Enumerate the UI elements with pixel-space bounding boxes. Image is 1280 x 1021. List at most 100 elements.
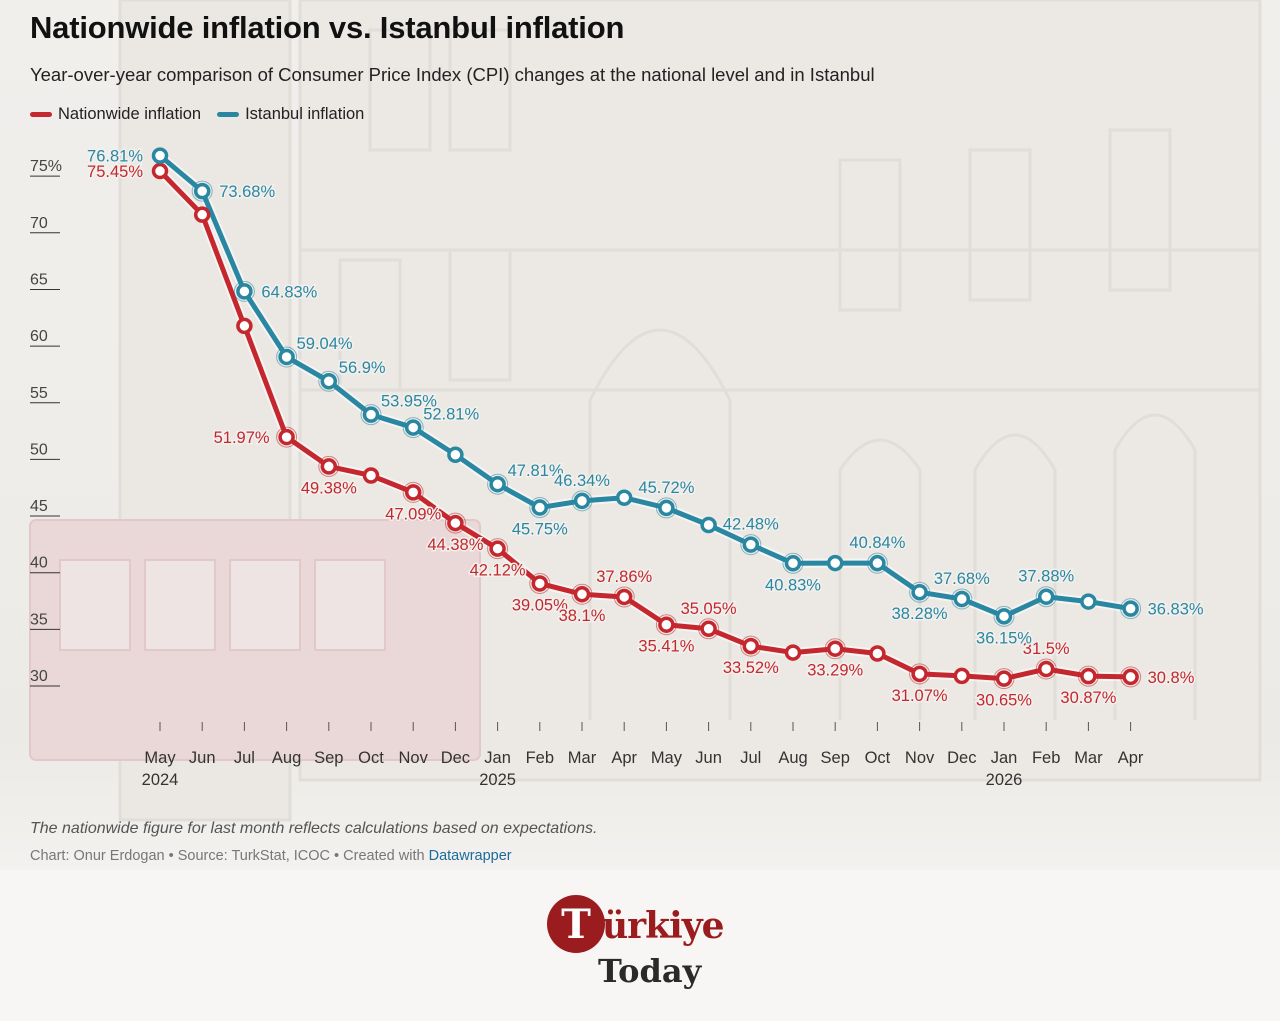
data-point-istanbul[interactable] [658,499,675,517]
data-label-istanbul: 45.72% [638,479,694,497]
data-point-nationwide[interactable] [151,162,169,180]
data-point-istanbul[interactable] [700,516,717,534]
data-label-istanbul: 42.48% [723,516,779,534]
data-point-istanbul[interactable] [826,554,844,572]
data-point-nationwide[interactable] [1122,668,1139,686]
data-point-istanbul[interactable] [404,419,422,436]
credits-text: Chart: Onur Erdogan • Source: TurkStat, … [30,848,429,864]
data-label-istanbul: 37.68% [934,570,990,588]
point-halo-nationwide [613,586,635,608]
data-label-istanbul: 36.83% [1148,601,1204,619]
data-label-istanbul: 53.95% [381,393,437,411]
point-halo-istanbul [276,346,298,368]
point-halo-nationwide [402,481,424,503]
data-point-istanbul[interactable] [573,492,591,510]
data-label-nationwide: 31.5% [1023,640,1070,658]
data-point-nationwide[interactable] [362,467,380,484]
data-point-istanbul[interactable] [615,489,633,506]
legend: Nationwide inflation Istanbul inflation [30,105,364,124]
point-halo-nationwide [1035,658,1057,680]
data-point-istanbul[interactable] [531,499,549,516]
x-tick-label: Feb [1032,749,1060,767]
y-tick-label: 40 [30,555,48,572]
data-label-nationwide: 38.1% [559,607,606,625]
data-point-istanbul[interactable] [447,446,464,464]
data-label-nationwide: 42.12% [470,562,526,580]
data-label-nationwide: 49.38% [301,479,357,497]
series-line-halo-istanbul [157,152,1132,621]
x-tick-label: May [651,749,683,767]
point-halo-istanbul [318,370,340,392]
credits: Chart: Onur Erdogan • Source: TurkStat, … [30,848,512,864]
data-point-istanbul[interactable] [1122,600,1139,617]
x-tick-label: May [144,749,176,767]
datawrapper-link[interactable]: Datawrapper [428,848,512,864]
data-label-istanbul: 47.81% [508,462,564,480]
footnote: The nationwide figure for last month ref… [30,820,598,837]
y-axis: 30 35 40 45 50 55 60 65 70 75% [30,158,62,687]
data-label-istanbul: 73.68% [219,183,275,201]
data-label-istanbul: 40.83% [765,576,821,594]
data-point-nationwide[interactable] [1080,667,1097,685]
data-point-nationwide[interactable] [236,317,253,335]
point-halo-istanbul [909,581,931,603]
data-point-nationwide[interactable] [531,575,549,592]
data-point-istanbul[interactable] [784,555,802,572]
x-tick-label: Mar [1074,749,1103,767]
data-point-istanbul[interactable] [911,583,928,601]
data-point-nationwide[interactable] [278,428,295,446]
data-point-nationwide[interactable] [489,540,506,557]
point-halo-nationwide [1077,665,1099,687]
data-point-nationwide[interactable] [447,514,464,532]
x-tick-year: 2024 [142,771,179,789]
y-tick-label: 70 [30,215,48,232]
point-halo-nationwide [740,635,762,657]
data-point-nationwide[interactable] [1037,660,1055,678]
legend-item-nationwide: Nationwide inflation [30,105,201,124]
x-tick-label: Dec [441,749,470,767]
data-point-istanbul[interactable] [362,406,380,423]
x-tick-label: Nov [905,749,935,767]
y-tick-label: 45 [30,498,48,515]
point-halo-nationwide [655,614,677,636]
data-point-nationwide[interactable] [320,458,338,475]
chart-subtitle: Year-over-year comparison of Consumer Pr… [30,64,875,85]
data-point-istanbul[interactable] [995,608,1013,625]
data-point-istanbul[interactable] [320,372,338,390]
data-point-nationwide[interactable] [573,585,591,603]
data-point-nationwide[interactable] [658,616,675,633]
data-label-nationwide: 51.97% [214,429,270,447]
data-point-istanbul[interactable] [151,147,169,164]
data-point-istanbul[interactable] [236,283,253,300]
data-point-istanbul[interactable] [489,475,506,493]
point-halo-nationwide [318,455,340,477]
x-tick-label: Jan [991,749,1018,767]
y-tick-label: 35 [30,611,48,628]
data-point-nationwide[interactable] [826,640,844,657]
data-point-nationwide[interactable] [700,620,717,638]
data-point-nationwide[interactable] [995,670,1013,687]
point-halo-istanbul [191,180,213,202]
data-point-istanbul[interactable] [278,348,295,366]
data-label-nationwide: 33.52% [723,659,779,677]
data-point-nationwide[interactable] [193,206,211,223]
y-tick-label: 60 [30,328,48,345]
data-point-istanbul[interactable] [193,182,211,200]
data-point-nationwide[interactable] [953,667,971,685]
data-point-nationwide[interactable] [911,665,928,683]
data-point-nationwide[interactable] [615,588,633,606]
data-point-istanbul[interactable] [742,536,760,553]
data-point-nationwide[interactable] [742,637,760,655]
data-point-istanbul[interactable] [1080,593,1097,610]
data-point-istanbul[interactable] [869,554,886,572]
data-point-istanbul[interactable] [1037,588,1055,605]
x-tick-label: Jun [695,749,722,767]
data-point-nationwide[interactable] [784,644,802,661]
x-tick-label: Feb [526,749,554,767]
svg-text:T: T [561,901,591,948]
point-halo-istanbul [951,588,973,610]
data-point-istanbul[interactable] [953,590,971,608]
data-point-nationwide[interactable] [404,484,422,501]
series-line-halo-nationwide [156,167,1131,684]
data-point-nationwide[interactable] [869,645,886,662]
